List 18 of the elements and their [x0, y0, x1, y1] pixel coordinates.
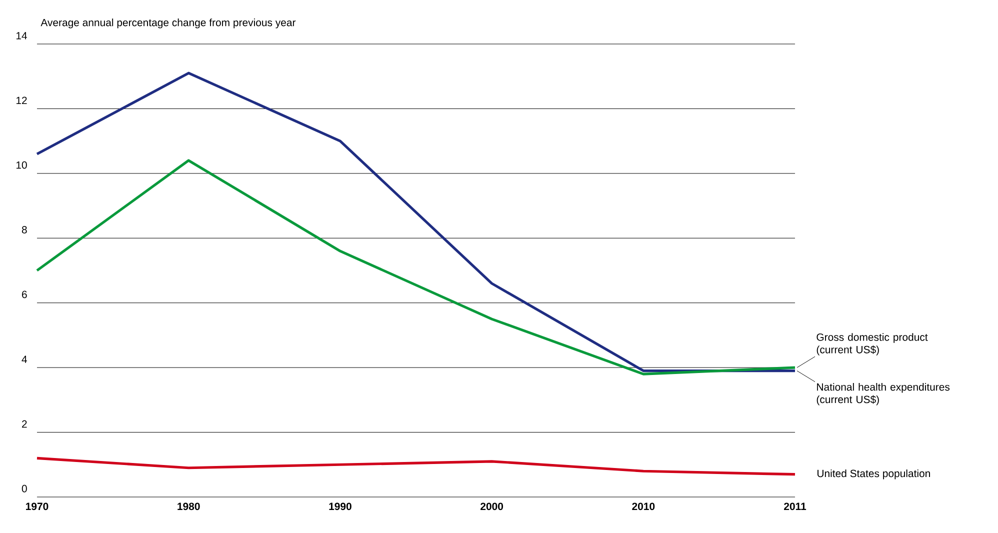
- x-tick-label: 2011: [784, 502, 806, 510]
- x-tick-label: 2010: [632, 502, 655, 510]
- text: Gross domestic product (current US$): [816, 333, 928, 356]
- y-tick-label: 0: [22, 484, 27, 492]
- y-axis-title: Average annual percentage change from previous year: [40, 18, 296, 28]
- x-tick-label: 1970: [26, 502, 48, 510]
- y-tick-label: 12: [16, 96, 27, 104]
- x-tick-label: 1980: [178, 502, 200, 510]
- y-tick-label: 6: [22, 290, 27, 298]
- text: National health expenditures (current US$): [816, 383, 950, 406]
- y-tick-label: 8: [22, 226, 27, 234]
- y-tick-label: 14: [16, 32, 27, 40]
- x-tick-label: 1990: [329, 502, 352, 510]
- y-tick-label: 4: [22, 356, 27, 363]
- x-tick-label: 2000: [480, 502, 504, 510]
- y-tick-label: 2: [22, 420, 27, 428]
- y-tick-label: 10: [16, 161, 27, 169]
- text: United States population: [818, 469, 930, 480]
